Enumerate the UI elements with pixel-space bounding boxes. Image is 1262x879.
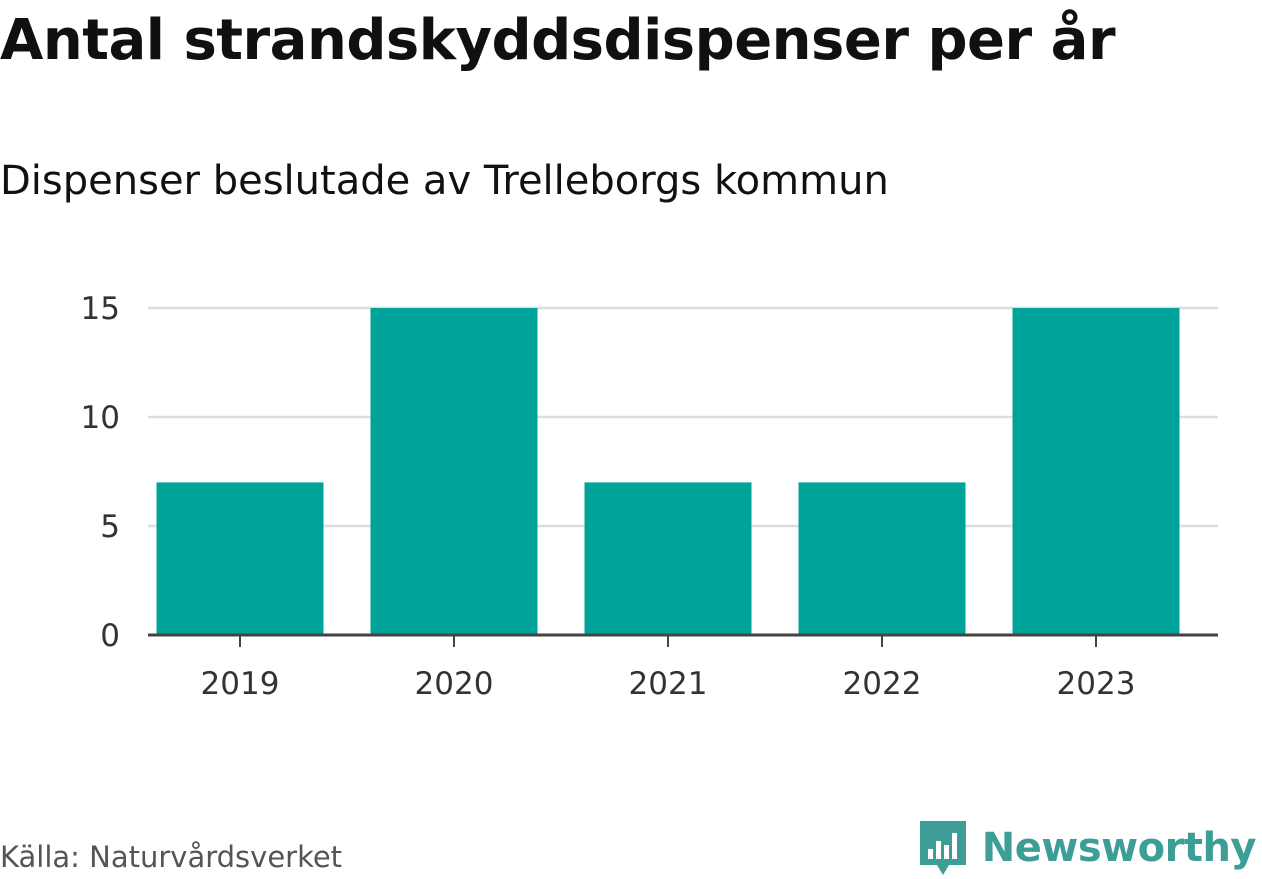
x-tick-label: 2022 [843, 666, 922, 702]
y-tick-label: 5 [100, 509, 120, 545]
bar-2022 [798, 482, 966, 635]
chart-title: Antal strandskyddsdispenser per år [0, 8, 1116, 73]
bar-chart: 0 5 10 15 2019 2020 2021 2022 2023 [81, 291, 1218, 702]
y-tick-label: 10 [81, 400, 120, 436]
x-tick-label: 2023 [1057, 666, 1136, 702]
x-tick-label: 2021 [629, 666, 708, 702]
source-note: Källa: Naturvårdsverket [0, 840, 343, 874]
axes: 0 5 10 15 2019 2020 2021 2022 2023 [81, 291, 1218, 702]
y-tick-label: 0 [100, 618, 120, 654]
x-tick-label: 2019 [201, 666, 280, 702]
newsworthy-logo-icon [919, 821, 966, 875]
bars [156, 308, 1180, 635]
bar-2019 [156, 482, 324, 635]
chart-subtitle: Dispenser beslutade av Trelleborgs kommu… [0, 158, 889, 204]
y-tick-label: 15 [81, 291, 120, 327]
bar-2021 [584, 482, 752, 635]
bar-2020 [370, 308, 538, 635]
bar-2023 [1012, 308, 1180, 635]
brand-logo-group: Newsworthy [918, 818, 1257, 878]
brand-name: Newsworthy [981, 825, 1257, 871]
x-tick-label: 2020 [415, 666, 494, 702]
